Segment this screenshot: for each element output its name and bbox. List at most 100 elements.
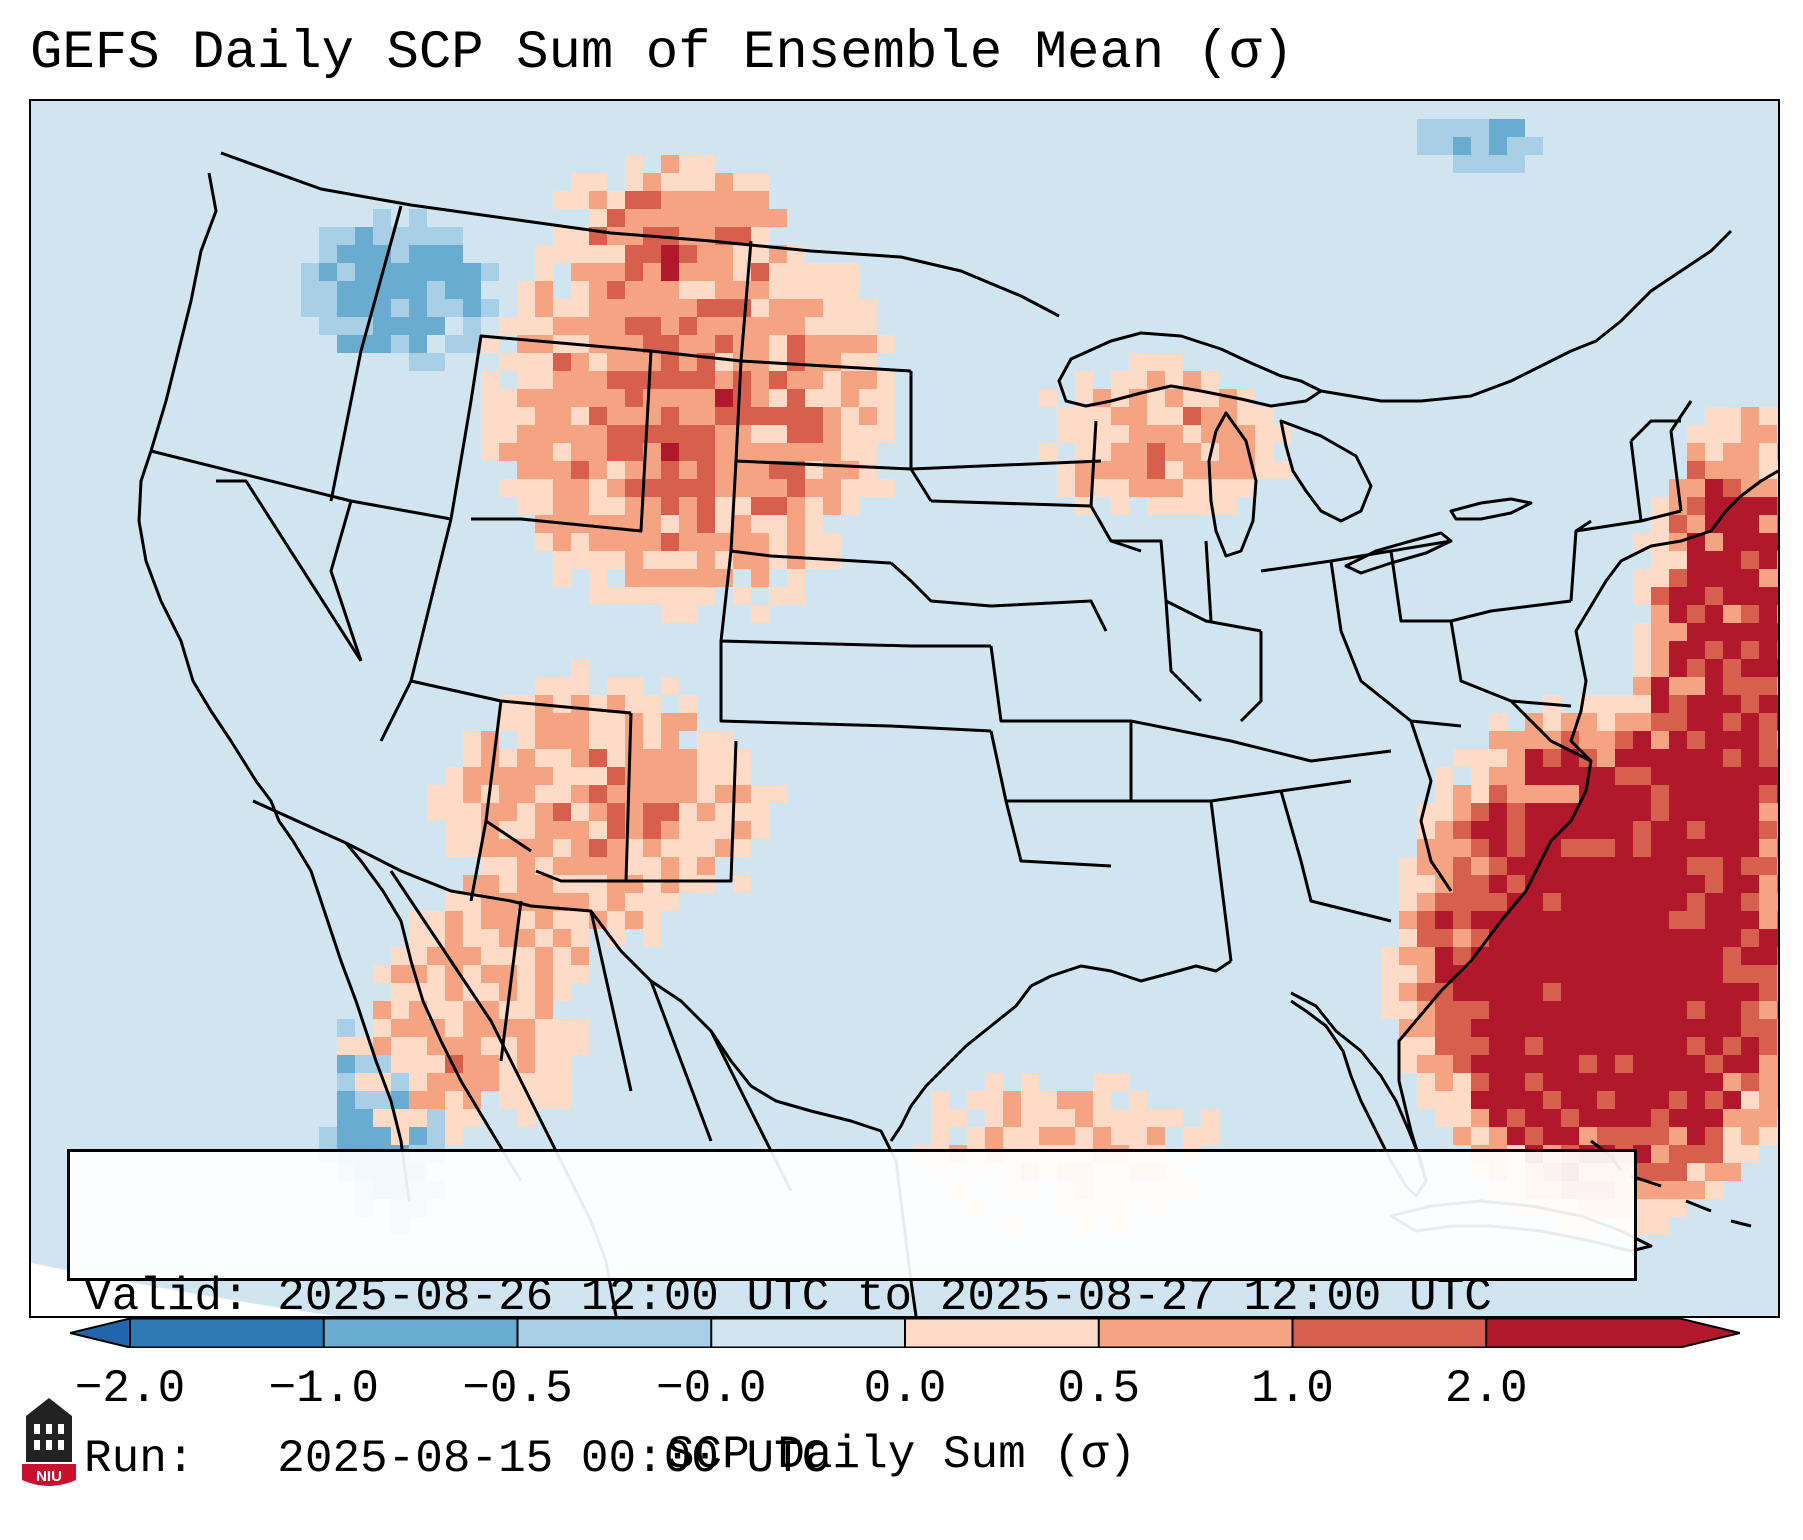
anomaly-cell bbox=[1435, 1055, 1453, 1073]
anomaly-cell bbox=[535, 389, 553, 407]
anomaly-cell bbox=[1669, 515, 1687, 533]
anomaly-cell bbox=[1633, 713, 1651, 731]
anomaly-cell bbox=[1705, 1163, 1723, 1181]
anomaly-cell bbox=[769, 371, 787, 389]
anomaly-cell bbox=[445, 893, 463, 911]
anomaly-cell bbox=[535, 821, 553, 839]
anomaly-cell bbox=[859, 299, 877, 317]
anomaly-cell bbox=[751, 389, 769, 407]
anomaly-cell bbox=[697, 857, 715, 875]
anomaly-cell bbox=[661, 785, 679, 803]
anomaly-cell bbox=[1525, 839, 1543, 857]
anomaly-cell bbox=[1039, 1109, 1057, 1127]
anomaly-cell bbox=[535, 983, 553, 1001]
anomaly-cell bbox=[427, 1127, 445, 1145]
anomaly-cell bbox=[1687, 497, 1705, 515]
lake-michigan bbox=[1207, 411, 1258, 558]
anomaly-cell bbox=[1759, 659, 1777, 677]
anomaly-cell bbox=[535, 299, 553, 317]
anomaly-cell bbox=[1525, 1001, 1543, 1019]
anomaly-cell bbox=[1183, 443, 1201, 461]
anomaly-cell bbox=[1741, 749, 1759, 767]
anomaly-cell bbox=[679, 353, 697, 371]
anomaly-cell bbox=[445, 335, 463, 353]
anomaly-cell bbox=[697, 299, 715, 317]
anomaly-cell bbox=[517, 443, 535, 461]
anomaly-cell bbox=[679, 425, 697, 443]
anomaly-cell bbox=[715, 335, 733, 353]
anomaly-cell bbox=[1633, 947, 1651, 965]
anomaly-cell bbox=[625, 407, 643, 425]
anomaly-cell bbox=[1669, 497, 1687, 515]
anomaly-cell bbox=[607, 875, 625, 893]
anomaly-cell bbox=[787, 425, 805, 443]
anomaly-cell bbox=[679, 551, 697, 569]
anomaly-cell bbox=[625, 317, 643, 335]
anomaly-cell bbox=[1543, 713, 1561, 731]
mexico-state-borders bbox=[499, 900, 793, 1192]
anomaly-cell bbox=[1561, 1055, 1579, 1073]
anomaly-cell bbox=[679, 371, 697, 389]
anomaly-cell bbox=[1579, 821, 1597, 839]
anomaly-cell bbox=[1453, 965, 1471, 983]
anomaly-cell bbox=[715, 785, 733, 803]
anomaly-cell bbox=[1759, 533, 1777, 551]
anomaly-cell bbox=[1759, 407, 1777, 425]
anomaly-cell bbox=[733, 407, 751, 425]
anomaly-cell bbox=[1003, 1091, 1021, 1109]
anomaly-cell bbox=[1615, 1073, 1633, 1091]
anomaly-cell bbox=[1597, 713, 1615, 731]
anomaly-cell bbox=[1633, 641, 1651, 659]
anomaly-cell bbox=[1759, 641, 1777, 659]
anomaly-cell bbox=[571, 173, 589, 191]
anomaly-cell bbox=[1579, 893, 1597, 911]
anomaly-cell bbox=[1075, 389, 1093, 407]
anomaly-cell bbox=[1633, 677, 1651, 695]
anomaly-cell bbox=[1705, 1019, 1723, 1037]
anomaly-cell bbox=[625, 893, 643, 911]
anomaly-cell bbox=[589, 299, 607, 317]
anomaly-cell bbox=[1777, 965, 1778, 983]
anomaly-cell bbox=[409, 1073, 427, 1091]
anomaly-cell bbox=[625, 695, 643, 713]
anomaly-cell bbox=[517, 1073, 535, 1091]
anomaly-cell bbox=[805, 515, 823, 533]
anomaly-cell bbox=[859, 479, 877, 497]
anomaly-cell bbox=[1759, 1055, 1777, 1073]
anomaly-cell bbox=[841, 389, 859, 407]
anomaly-cell bbox=[769, 299, 787, 317]
anomaly-cell bbox=[1741, 425, 1759, 443]
anomaly-cell bbox=[1669, 1181, 1687, 1199]
anomaly-cell bbox=[1255, 425, 1273, 443]
anomaly-cell bbox=[1777, 443, 1778, 461]
anomaly-cell bbox=[1669, 677, 1687, 695]
anomaly-cell bbox=[1759, 983, 1777, 1001]
anomaly-cell bbox=[553, 767, 571, 785]
anomaly-cell bbox=[1777, 1109, 1778, 1127]
anomaly-cell bbox=[1597, 1091, 1615, 1109]
anomaly-cell bbox=[355, 281, 373, 299]
anomaly-cell bbox=[661, 839, 679, 857]
anomaly-cell bbox=[1561, 983, 1579, 1001]
anomaly-cell bbox=[499, 911, 517, 929]
anomaly-cell bbox=[1705, 479, 1723, 497]
anomaly-cell bbox=[1669, 803, 1687, 821]
anomaly-cell bbox=[391, 1019, 409, 1037]
anomaly-cell bbox=[535, 533, 553, 551]
anomaly-cell bbox=[607, 929, 625, 947]
anomaly-cell bbox=[643, 317, 661, 335]
map-panel[interactable] bbox=[29, 99, 1780, 1318]
anomaly-cell bbox=[841, 317, 859, 335]
anomaly-cell bbox=[697, 839, 715, 857]
anomaly-cell bbox=[517, 371, 535, 389]
anomaly-cell bbox=[625, 749, 643, 767]
anomaly-cell bbox=[1471, 1019, 1489, 1037]
anomaly-cell bbox=[679, 857, 697, 875]
anomaly-cell bbox=[571, 227, 589, 245]
anomaly-cell bbox=[733, 551, 751, 569]
anomaly-cell bbox=[1759, 695, 1777, 713]
anomaly-cell bbox=[1633, 1019, 1651, 1037]
anomaly-cell bbox=[1597, 695, 1615, 713]
anomaly-cell bbox=[445, 1001, 463, 1019]
anomaly-cell bbox=[1453, 803, 1471, 821]
